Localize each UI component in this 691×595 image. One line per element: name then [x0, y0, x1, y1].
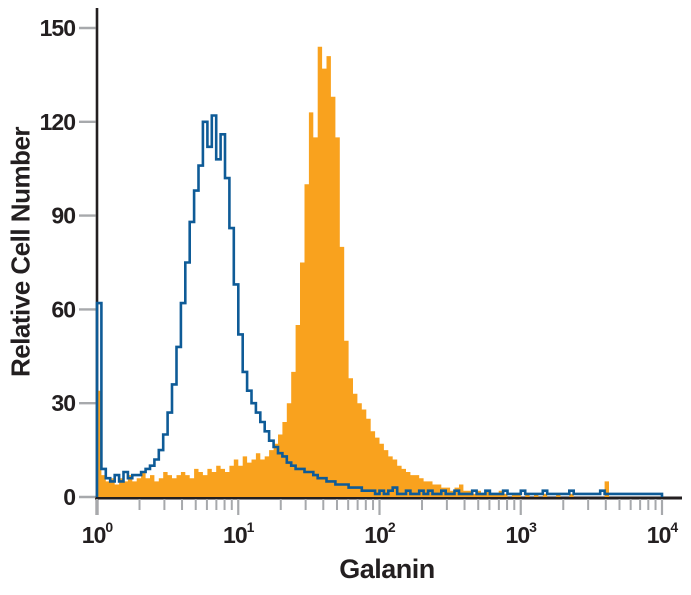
x-tick-label-1e1: 101 [223, 519, 255, 548]
y-tick-label-120: 120 [40, 109, 76, 135]
y-tick-label-0: 0 [63, 484, 75, 510]
x-tick-label-1e4: 104 [647, 519, 679, 548]
x-axis-title: Galanin [339, 554, 435, 584]
y-tick-label-60: 60 [51, 296, 75, 322]
y-tick-label-150: 150 [40, 15, 76, 41]
y-tick-label-30: 30 [51, 390, 75, 416]
filled-histogram [97, 46, 662, 498]
open-outline-histogram [95, 114, 664, 497]
x-tick-label-1e3: 103 [506, 519, 538, 548]
y-tick-label-90: 90 [51, 203, 75, 229]
x-tick-label-1e2: 102 [364, 519, 396, 548]
x-tick-label-1e0: 100 [82, 519, 114, 548]
y-axis-title: Relative Cell Number [5, 126, 36, 378]
